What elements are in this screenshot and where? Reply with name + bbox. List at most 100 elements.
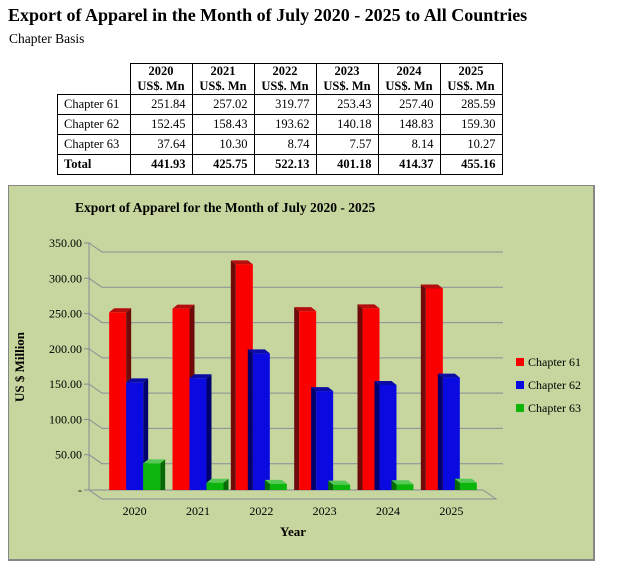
y-tick-label: 150.00 — [49, 377, 82, 391]
bar-chapter-63-2021 — [206, 482, 224, 490]
bar-chapter-63-2023 — [333, 484, 351, 490]
bar-chapter-62-2024 — [379, 384, 397, 490]
legend-label: Chapter 63 — [528, 401, 581, 415]
y-tick-label: 350.00 — [49, 236, 82, 250]
y-axis-title: US $ Million — [12, 331, 27, 402]
bar-top — [374, 380, 397, 385]
bar-chapter-62-2023 — [316, 391, 334, 490]
table-cell: 257.02 — [191, 94, 255, 115]
unit-label: US$. Mn — [137, 79, 185, 93]
table-cell: 140.18 — [315, 114, 379, 135]
bar-side — [391, 480, 397, 490]
bar-top — [230, 260, 253, 265]
floor-outline — [88, 489, 498, 500]
x-tick-label: 2024 — [376, 504, 400, 518]
bar-top — [109, 308, 132, 313]
bar-side — [294, 307, 300, 490]
bar-side — [454, 478, 460, 490]
bar-top — [391, 480, 414, 485]
bar-side — [247, 349, 253, 490]
bar-top — [437, 373, 460, 378]
bar-side — [230, 260, 236, 490]
bar-top — [247, 349, 270, 354]
bar-chapter-63-2020 — [143, 463, 161, 490]
x-tick-label: 2020 — [123, 504, 147, 518]
x-tick-label: 2021 — [186, 504, 210, 518]
table-row-chapter-63: Chapter 63 37.64 10.30 8.74 7.57 8.14 10… — [57, 134, 503, 155]
x-tick-label: 2022 — [249, 504, 273, 518]
table-cell: 37.64 — [129, 134, 193, 155]
bar-top — [189, 374, 212, 379]
legend-swatch — [516, 404, 524, 412]
bar-side — [374, 380, 380, 490]
bar-top — [126, 378, 149, 383]
bar-side — [420, 284, 426, 490]
row-label: Chapter 62 — [57, 114, 131, 135]
table-cell: 158.43 — [191, 114, 255, 135]
y-tick-label: 300.00 — [49, 271, 82, 285]
bar-side — [357, 304, 363, 490]
gridline — [88, 277, 503, 288]
table-cell: 152.45 — [129, 114, 193, 135]
page-title: Export of Apparel in the Month of July 2… — [8, 5, 528, 25]
bar-side — [264, 479, 270, 490]
table-corner-cell — [58, 64, 131, 95]
chart-title: Export of Apparel for the Month of July … — [75, 200, 375, 215]
year-label: 2021 — [210, 64, 236, 78]
bar-chapter-61-2021 — [172, 308, 190, 490]
table-cell: 10.30 — [191, 134, 255, 155]
year-label: 2022 — [272, 64, 298, 78]
table-cell: 8.74 — [253, 134, 317, 155]
bar-chapter-62-2021 — [189, 378, 207, 490]
table-cell: 522.13 — [253, 154, 317, 175]
table-col-header: 2020 US$. Mn — [129, 63, 193, 95]
row-label: Chapter 61 — [57, 94, 131, 115]
bar-top — [454, 478, 477, 483]
table-cell: 425.75 — [191, 154, 255, 175]
table-cell: 159.30 — [439, 114, 503, 135]
table-cell: 251.84 — [129, 94, 193, 115]
bar-chapter-62-2022 — [252, 353, 270, 490]
bar-chapter-62-2025 — [442, 377, 460, 490]
gridline — [88, 242, 503, 253]
table-col-header: 2025 US$. Mn — [439, 63, 503, 95]
bar-top — [328, 480, 351, 485]
bar-top — [264, 479, 287, 484]
bar-chapter-62-2020 — [126, 382, 144, 490]
legend-label: Chapter 61 — [528, 355, 581, 369]
bar-chapter-63-2024 — [396, 484, 414, 490]
table-row-total: Total 441.93 425.75 522.13 401.18 414.37… — [57, 154, 503, 175]
table-cell: 253.43 — [315, 94, 379, 115]
table-cell: 441.93 — [129, 154, 193, 175]
bar-chart-svg: 350.00 300.00 250.00 200.00 150.00 100.00 50.0… — [12, 200, 581, 539]
chart-area: 350.00 300.00 250.00 200.00 150.00 100.00 50.0… — [8, 185, 595, 561]
unit-label: US$. Mn — [385, 79, 433, 93]
table-cell: 401.18 — [315, 154, 379, 175]
table-cell: 148.83 — [377, 114, 441, 135]
bar-top — [311, 387, 334, 392]
bar-side — [437, 373, 443, 490]
y-tick-label: 200.00 — [49, 342, 82, 356]
export-table: 2020 US$. Mn 2021 US$. Mn 2022 US$. Mn 2023… — [57, 63, 503, 175]
year-label: 2020 — [148, 64, 174, 78]
table-col-header: 2021 US$. Mn — [191, 63, 255, 95]
table-cell: 414.37 — [377, 154, 441, 175]
bar-top — [172, 304, 195, 309]
x-tick-label: 2025 — [439, 504, 463, 518]
table-col-header: 2024 US$. Mn — [377, 63, 441, 95]
table-row-chapter-61: Chapter 61 251.84 257.02 319.77 253.43 2… — [57, 94, 503, 115]
year-label: 2025 — [458, 64, 484, 78]
y-tick-label: 100.00 — [49, 412, 82, 426]
x-tick-label: 2023 — [313, 504, 337, 518]
year-label: 2024 — [396, 64, 422, 78]
table-cell: 8.14 — [377, 134, 441, 155]
legend-label: Chapter 62 — [528, 378, 581, 392]
row-label: Chapter 63 — [57, 134, 131, 155]
legend-swatch — [516, 381, 524, 389]
bar-chapter-61-2020 — [109, 312, 127, 490]
bar-top — [357, 304, 380, 309]
bar-top — [143, 459, 166, 464]
bar-chapter-63-2025 — [459, 482, 477, 490]
table-cell: 193.62 — [253, 114, 317, 135]
table-cell: 285.59 — [439, 94, 503, 115]
